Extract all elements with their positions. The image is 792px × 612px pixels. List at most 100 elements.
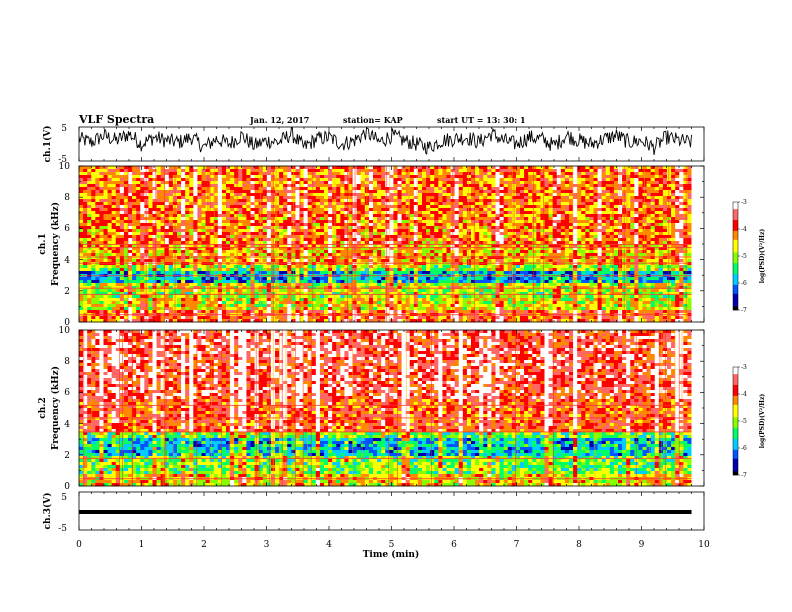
spectrogram-cell: [266, 271, 272, 275]
spectrogram-cell: [189, 196, 194, 200]
spectrogram-cell: [160, 181, 166, 185]
spectrogram-cell: [254, 166, 260, 170]
spectrogram-cell: [168, 256, 174, 260]
spectrogram-cell: [319, 277, 325, 281]
spectrogram-cell: [250, 211, 255, 215]
spectrogram-cell: [230, 220, 235, 224]
spectrogram-cell: [348, 256, 353, 260]
spectrogram-cell: [83, 268, 88, 272]
spectrogram-cell: [287, 247, 292, 251]
spectrogram-cell: [417, 259, 423, 263]
spectrogram-cell: [123, 181, 129, 185]
spectrogram-cell: [426, 217, 431, 221]
spectrogram-cell: [95, 217, 100, 221]
spectrogram-cell: [389, 238, 394, 242]
spectrogram-cell: [111, 301, 117, 305]
spectrogram-cell: [217, 187, 223, 191]
spectrogram-cell: [83, 310, 88, 314]
spectrogram-cell: [413, 208, 419, 212]
spectrogram-cell: [434, 301, 439, 305]
spectrogram-cell: [368, 316, 374, 320]
spectrogram-cell: [185, 244, 190, 248]
spectrogram-cell: [181, 286, 186, 290]
spectrogram-cell: [152, 295, 157, 299]
spectrogram-cell: [209, 217, 215, 221]
spectrogram-cell: [262, 277, 268, 281]
spectrogram-cell: [401, 304, 407, 308]
spectrogram-cell: [340, 268, 345, 272]
spectrogram-cell: [275, 184, 280, 188]
spectrogram-cell: [242, 208, 247, 212]
spectrogram-cell: [119, 307, 125, 311]
spectrogram-cell: [185, 235, 190, 239]
spectrogram-cell: [209, 265, 215, 269]
spectrogram-cell: [279, 292, 284, 296]
spectrogram-cell: [344, 310, 349, 314]
spectrogram-cell: [132, 301, 137, 305]
spectrogram-cell: [368, 268, 374, 272]
spectrogram-cell: [373, 271, 378, 275]
spectrogram-cell: [336, 256, 341, 260]
spectrogram-cell: [393, 295, 398, 299]
spectrogram-cell: [348, 217, 353, 221]
spectrogram-cell: [246, 268, 251, 272]
spectrogram-cell: [397, 178, 402, 182]
spectrogram-cell: [103, 271, 108, 275]
spectrogram-cell: [250, 247, 255, 251]
spectrogram-cell: [115, 190, 121, 194]
spectrogram-cell: [422, 178, 427, 182]
spectrogram-cell: [246, 193, 251, 197]
spectrogram-cell: [87, 208, 92, 212]
spectrogram-cell: [83, 220, 88, 224]
spectrogram-cell: [136, 181, 141, 185]
spectrogram-cell: [115, 199, 121, 203]
spectrogram-cell: [279, 190, 284, 194]
spectrogram-cell: [344, 268, 349, 272]
spectrogram-cell: [446, 256, 451, 260]
spectrogram-cell: [197, 286, 202, 290]
spectrogram-cell: [328, 187, 333, 191]
spectrogram-cell: [250, 235, 255, 239]
spectrogram-cell: [164, 172, 170, 176]
spectrogram-cell: [140, 169, 145, 173]
spectrogram-cell: [201, 178, 206, 182]
spectrogram-cell: [209, 232, 215, 236]
spectrogram-cell: [283, 265, 288, 269]
spectrogram-cell: [295, 175, 300, 179]
spectrogram-cell: [234, 289, 239, 293]
spectrogram-cell: [413, 172, 419, 176]
spectrogram-cell: [79, 280, 84, 284]
spectrogram-cell: [181, 220, 186, 224]
spectrogram-cell: [242, 271, 247, 275]
spectrogram-cell: [287, 175, 292, 179]
spectrogram-cell: [193, 184, 198, 188]
spectrogram-cell: [160, 223, 166, 227]
spectrogram-cell: [438, 223, 443, 227]
spectrogram-cell: [413, 166, 419, 170]
spectrogram-cell: [230, 259, 235, 263]
spectrogram-cell: [168, 214, 174, 218]
spectrogram-cell: [230, 223, 235, 227]
spectrogram-cell: [356, 202, 362, 206]
spectrogram-cell: [136, 265, 141, 269]
spectrogram-cell: [128, 229, 133, 233]
spectrogram-cell: [422, 247, 427, 251]
spectrogram-cell: [409, 316, 415, 320]
spectrogram-cell: [152, 319, 157, 323]
spectrogram-cell: [193, 256, 198, 260]
spectrogram-cell: [356, 181, 362, 185]
spectrogram-cell: [381, 205, 386, 209]
spectrogram-cell: [132, 256, 137, 260]
spectrogram-cell: [413, 298, 419, 302]
spectrogram-cell: [287, 178, 292, 182]
spectrogram-cell: [119, 244, 125, 248]
spectrogram-cell: [221, 316, 227, 320]
spectrogram-cell: [434, 304, 439, 308]
spectrogram-cell: [119, 289, 125, 293]
spectrogram-cell: [434, 292, 439, 296]
spectrogram-cell: [430, 277, 435, 281]
spectrogram-cell: [99, 208, 104, 212]
spectrogram-cell: [287, 319, 292, 323]
spectrogram-cell: [185, 238, 190, 242]
spectrogram-cell: [377, 235, 382, 239]
